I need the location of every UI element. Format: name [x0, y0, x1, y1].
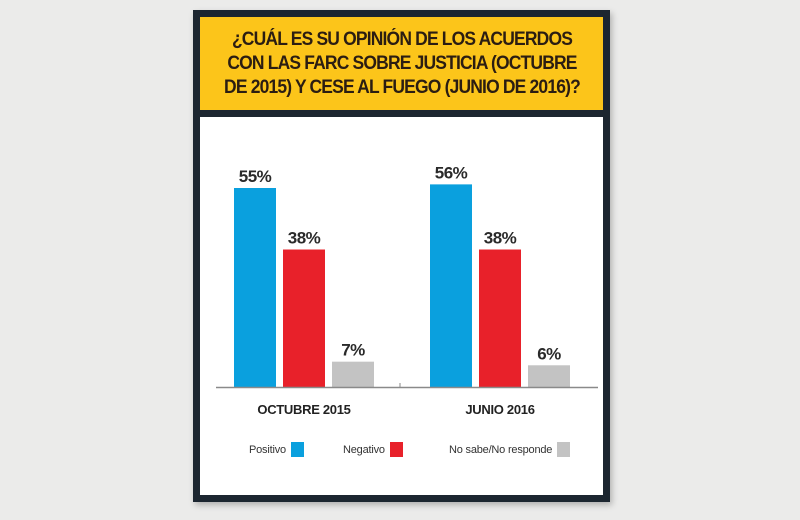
data-label: 38% [288, 229, 321, 248]
legend-label: Negativo [343, 443, 385, 456]
data-label: 56% [435, 163, 468, 182]
legend-swatch-negativo [389, 442, 403, 457]
legend-swatch-positivo [290, 442, 304, 457]
bar-no-sabe-no-responde [528, 365, 570, 387]
legend-item-positivo: Positivo [249, 442, 304, 457]
chart-frame: ¿CUÁL ES SU OPINIÓN DE LOS ACUERDOS CON … [193, 10, 610, 502]
data-label: 38% [484, 229, 517, 248]
title-banner: ¿CUÁL ES SU OPINIÓN DE LOS ACUERDOS CON … [200, 17, 603, 110]
data-label: 7% [341, 341, 365, 360]
legend-swatch-no-sabe [557, 442, 571, 457]
bar-positivo [430, 184, 472, 387]
legend-label: Positivo [249, 443, 286, 456]
x-tick-label: OCTUBRE 2015 [257, 402, 350, 417]
legend-item-negativo: Negativo [343, 442, 403, 457]
bar-positivo [234, 188, 276, 387]
bar-negativo [479, 249, 521, 387]
legend-label: No sabe/No responde [449, 443, 553, 456]
legend-item-no-sabe: No sabe/No responde [449, 442, 571, 457]
data-label: 6% [537, 344, 561, 363]
bar-chart: 55% 38% 7% OCTUBRE 2015 56% 38% 6% JUNIO 2016 [216, 163, 598, 417]
bar-negativo [283, 249, 325, 387]
chart-title: ¿CUÁL ES SU OPINIÓN DE LOS ACUERDOS CON … [223, 28, 581, 98]
chart-panel: 55% 38% 7% OCTUBRE 2015 56% 38% 6% JUNIO 2016 P… [200, 117, 603, 495]
x-tick-label: JUNIO 2016 [465, 402, 534, 417]
bar-no-sabe-no-responde [332, 361, 374, 387]
legend: Positivo Negativo No sabe/No responde [200, 442, 603, 462]
data-label: 55% [239, 167, 272, 186]
